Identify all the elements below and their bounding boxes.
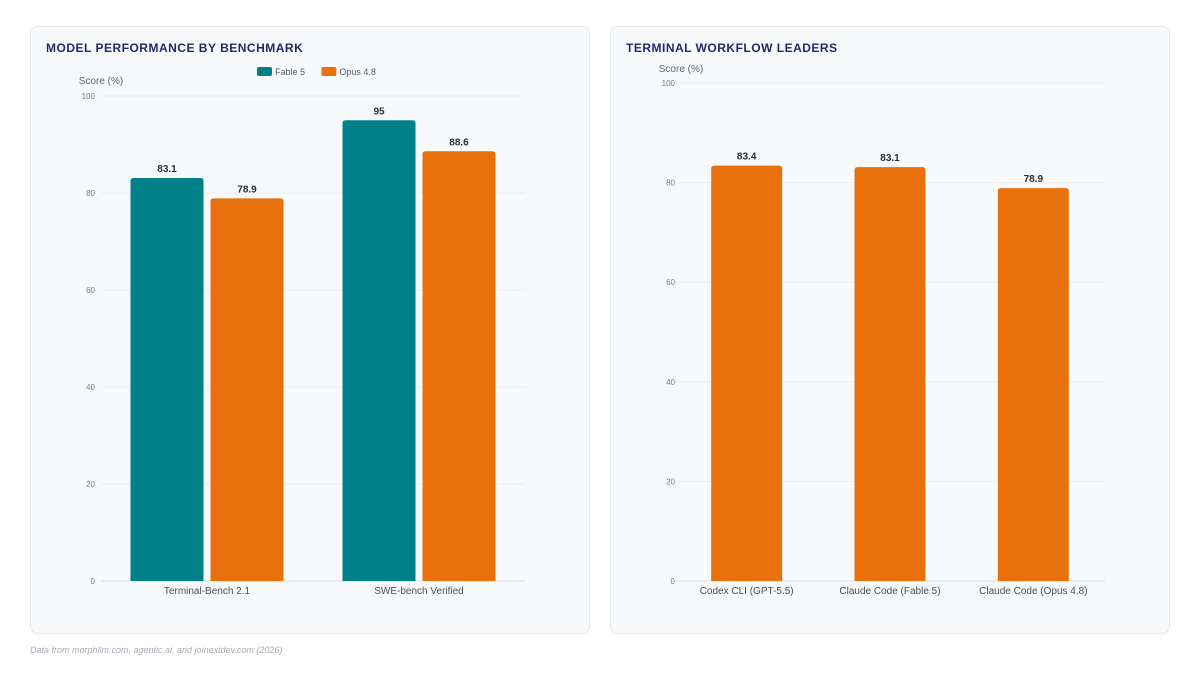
x-tick-label: Codex CLI (GPT-5.5) [700, 586, 794, 597]
legend-swatch [257, 67, 272, 76]
bar [854, 167, 926, 582]
y-tick-label: 100 [662, 79, 676, 88]
y-tick-label: 60 [666, 278, 675, 287]
chart-title: TERMINAL WORKFLOW LEADERS [626, 41, 838, 55]
terminal-leaders-chart-panel: TERMINAL WORKFLOW LEADERS Score (%) 0 20 40… [610, 26, 1170, 634]
data-label: 83.4 [737, 152, 757, 163]
bar [711, 165, 783, 581]
bar [422, 151, 496, 581]
y-tick-label: 100 [82, 92, 96, 101]
legend-swatch [321, 67, 337, 76]
legend-label: Opus 4.8 [339, 67, 376, 77]
x-tick-label: SWE-bench Verified [374, 586, 464, 597]
benchmark-bar-chart: Score (%) 0 20 40 60 80 100 Fable 5 Opus 4.8 83.1… [79, 67, 525, 597]
chart-title: MODEL PERFORMANCE BY BENCHMARK [46, 41, 304, 55]
x-tick-label: Claude Code (Fable 5) [839, 586, 940, 597]
y-tick-label: 40 [86, 383, 95, 392]
y-tick-label: 20 [86, 480, 95, 489]
y-tick-label: 80 [666, 179, 675, 188]
data-label: 88.6 [449, 137, 469, 148]
data-label: 95 [373, 106, 385, 117]
x-tick-label: Terminal-Bench 2.1 [164, 586, 251, 597]
bar [130, 177, 204, 581]
bar [342, 120, 416, 581]
data-label: 78.9 [237, 184, 257, 195]
legend-label: Fable 5 [275, 67, 305, 77]
y-tick-label: 20 [666, 477, 675, 486]
y-axis-label: Score (%) [79, 76, 123, 87]
y-axis-label: Score (%) [659, 64, 703, 75]
data-label: 78.9 [1024, 174, 1044, 185]
data-label: 83.1 [157, 164, 177, 175]
data-label: 83.1 [880, 153, 900, 164]
benchmark-chart-panel: MODEL PERFORMANCE BY BENCHMARK Score (%)… [30, 26, 590, 634]
bar [210, 198, 284, 581]
bar [997, 188, 1069, 581]
y-tick-label: 0 [671, 577, 676, 586]
y-tick-label: 80 [86, 189, 95, 198]
source-footnote: Data from morphllm.com, agentic.ai, and … [30, 645, 283, 655]
terminal-leaders-bar-chart: Score (%) 0 20 40 60 80 100 83.4 Codex CLI (GPT-… [659, 64, 1105, 597]
y-tick-label: 0 [91, 577, 96, 586]
x-tick-label: Claude Code (Opus 4.8) [979, 586, 1087, 597]
y-tick-label: 60 [86, 286, 95, 295]
y-tick-label: 40 [666, 378, 675, 387]
